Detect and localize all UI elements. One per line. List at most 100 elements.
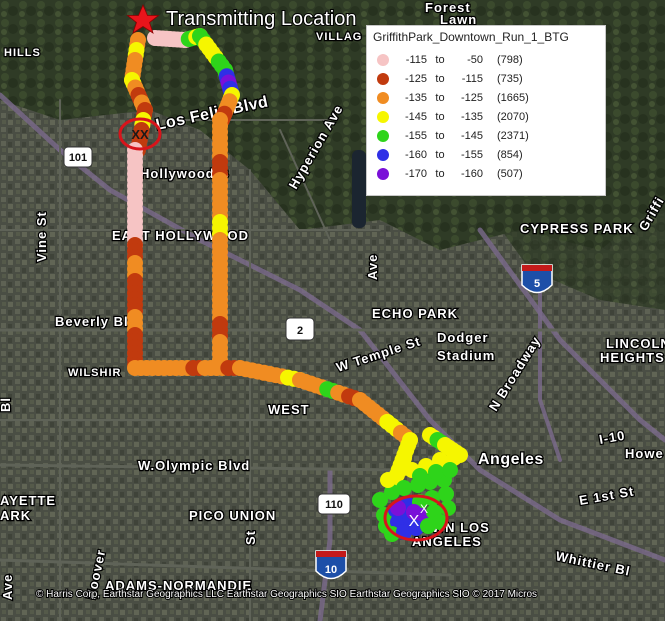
svg-text:5: 5 (534, 278, 540, 290)
legend-swatch (377, 167, 389, 180)
legend-high: -145 (460, 129, 483, 142)
label-beverly: Beverly Bl (55, 314, 129, 329)
highway-shield-2: 2 (285, 317, 315, 341)
label-ave2: Ave (0, 574, 15, 600)
legend-count: (1665) (497, 91, 529, 104)
svg-text:X: X (420, 502, 428, 516)
legend-to: to (435, 167, 445, 180)
label-lawn: Lawn (440, 12, 477, 27)
label-stadium: Stadium (437, 348, 495, 363)
legend-swatch (377, 72, 389, 85)
signal-dot (372, 492, 388, 508)
label-olympic: W.Olympic Blvd (138, 458, 250, 473)
legend-count: (735) (497, 72, 523, 85)
transmitter-star-icon[interactable] (126, 3, 160, 34)
legend-low: -135 (404, 91, 427, 104)
label-i10: I-10 (598, 428, 627, 447)
label-bl: Bl (0, 397, 13, 412)
svg-text:2: 2 (297, 325, 303, 337)
legend-to: to (435, 72, 445, 85)
label-lincoln: LINCOLN (606, 336, 665, 351)
legend-low: -170 (404, 167, 427, 180)
legend-high: -115 (461, 72, 483, 85)
legend-high: -50 (467, 53, 483, 66)
signal-dot (406, 504, 422, 520)
legend-row: -115 to -50 (798) (373, 50, 599, 69)
label-forest: Forest (425, 0, 471, 15)
signal-measurement-dots (124, 28, 468, 542)
legend-count: (854) (497, 148, 523, 161)
label-angeles: Angeles (478, 451, 544, 468)
legend-count: (507) (497, 167, 523, 180)
label-hollywood: Hollywood B (140, 166, 230, 181)
signal-dot (442, 462, 458, 478)
label-wilshire: WILSHIR (68, 367, 121, 379)
transmitter-label: Transmitting Location (166, 8, 356, 30)
svg-text:XX: XX (131, 127, 149, 142)
legend-low: -125 (404, 72, 427, 85)
label-howe: Howe (625, 446, 664, 461)
legend-row: -170 to -160 (507) (373, 164, 599, 183)
signal-dot (380, 472, 396, 488)
legend-low: -155 (404, 129, 427, 142)
highway-shield-101: 101 (63, 146, 93, 168)
map-credits: © Harris Corp, Earthstar Geographics LLC… (36, 589, 537, 600)
svg-text:101: 101 (69, 152, 87, 164)
signal-dot (428, 464, 444, 480)
label-adams: ADAMS-NORMANDIE (105, 578, 252, 593)
legend-high: -160 (460, 167, 483, 180)
label-ayette: AYETTE (0, 493, 56, 508)
highway-shield-5: 5 (521, 264, 553, 294)
legend-title: GriffithPark_Downtown_Run_1_BTG (373, 30, 569, 44)
legend-row: -145 to -135 (2070) (373, 107, 599, 126)
signal-dot (408, 520, 424, 536)
legend-swatch (377, 91, 389, 104)
road-network (0, 92, 665, 621)
legend-row: -135 to -125 (1665) (373, 88, 599, 107)
highway-shield-110: 110 (317, 493, 351, 515)
label-vine: Vine St (34, 211, 49, 262)
legend-to: to (435, 148, 445, 161)
legend-swatch (377, 110, 389, 123)
legend-count: (2371) (497, 129, 529, 142)
label-st: St (243, 530, 258, 545)
label-echo: ECHO PARK (372, 306, 458, 321)
signal-dot (440, 500, 456, 516)
svg-text:110: 110 (325, 499, 343, 511)
legend-row: -125 to -115 (735) (373, 69, 599, 88)
label-village: VILLAG (316, 31, 362, 43)
legend-to: to (435, 110, 445, 123)
svg-text:X: X (409, 513, 420, 530)
highway-shield-10: 10 (315, 550, 347, 580)
legend-to: to (435, 53, 445, 66)
legend-rows: -115 to -50 (798) -125 to -115 (735) -135 to -125 (… (373, 50, 599, 183)
reservoir (352, 150, 366, 228)
marker-xx[interactable]: XX (118, 117, 162, 151)
label-pico: PICO UNION (189, 508, 276, 523)
signal-legend: GriffithPark_Downtown_Run_1_BTG -115 to -5… (366, 25, 606, 196)
marker-x-downtown[interactable]: X X (383, 494, 449, 542)
legend-swatch (377, 129, 389, 142)
label-dodger: Dodger (437, 330, 489, 345)
signal-dot (438, 486, 454, 502)
signal-dot (396, 450, 412, 466)
legend-low: -160 (404, 148, 427, 161)
label-angeles-caps: ANGELES (412, 534, 482, 549)
signal-dot (396, 480, 412, 496)
legend-count: (798) (497, 53, 523, 66)
label-heights: HEIGHTS (600, 350, 665, 365)
label-hills: HILLS (4, 47, 41, 59)
label-ave: Ave (365, 254, 380, 280)
signal-dot (412, 468, 428, 484)
legend-to: to (435, 91, 445, 104)
legend-low: -115 (405, 53, 427, 66)
legend-row: -160 to -155 (854) (373, 145, 599, 164)
label-ark: ARK (0, 508, 31, 523)
legend-high: -155 (460, 148, 483, 161)
legend-high: -125 (460, 91, 483, 104)
legend-high: -135 (460, 110, 483, 123)
hills-area-east (480, 180, 665, 310)
label-west: WEST (268, 402, 310, 417)
legend-count: (2070) (497, 110, 529, 123)
svg-text:10: 10 (325, 564, 337, 576)
